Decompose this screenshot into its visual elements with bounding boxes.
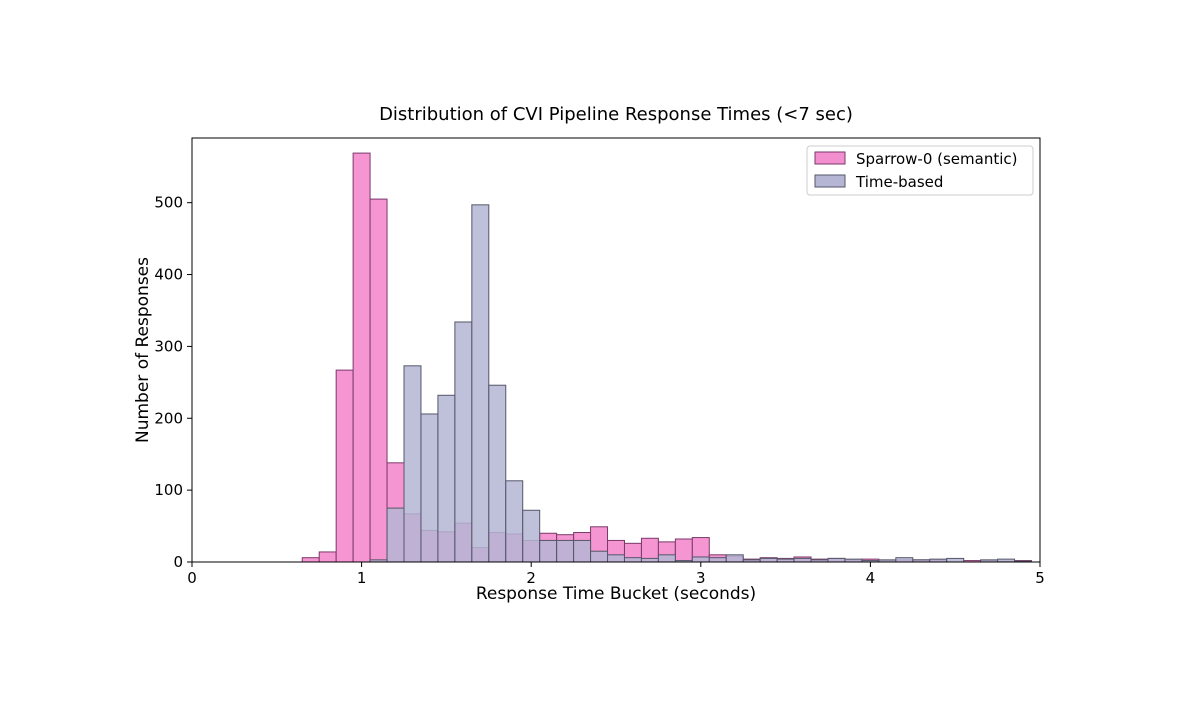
time-based-bar-19 bbox=[623, 557, 642, 563]
y-axis-ticks: 0 100 200 300 400 500 bbox=[154, 194, 192, 571]
time-based-bar-8 bbox=[437, 394, 456, 563]
legend-frame bbox=[806, 145, 1034, 196]
y-tick-label-2: 200 bbox=[154, 409, 183, 427]
y-tick-label-4: 400 bbox=[154, 266, 183, 284]
time-based-bar-38 bbox=[946, 557, 965, 563]
sparrow-bar-1 bbox=[318, 551, 337, 563]
x-tick-label-1: 1 bbox=[357, 569, 367, 587]
time-based-bar-23 bbox=[691, 556, 710, 563]
bars-layer bbox=[301, 152, 1033, 563]
x-tick-label-0: 0 bbox=[187, 569, 197, 587]
time-based-bar-17 bbox=[590, 550, 609, 563]
sparrow-bar-0 bbox=[301, 557, 320, 563]
time-based-bar-10 bbox=[471, 204, 490, 563]
time-based-bar-11 bbox=[488, 384, 507, 563]
legend-swatch-sparrow bbox=[814, 151, 846, 165]
time-based-bar-16 bbox=[573, 539, 592, 563]
y-tick-label-3: 300 bbox=[154, 337, 183, 355]
sparrow-bar-22 bbox=[674, 538, 693, 563]
sparrow-bar-3 bbox=[352, 152, 371, 563]
time-based-bar-18 bbox=[607, 554, 625, 563]
time-based-bar-29 bbox=[793, 557, 812, 563]
legend: Sparrow-0 (semantic) Time-based bbox=[806, 145, 1034, 196]
time-based-bar-12 bbox=[505, 480, 524, 563]
plot-frame bbox=[191, 137, 1041, 563]
x-tick-label-2: 2 bbox=[526, 569, 536, 587]
time-based-bar-31 bbox=[827, 557, 846, 563]
y-tick-label-0: 0 bbox=[173, 553, 183, 571]
x-axis-label: Response Time Bucket (seconds) bbox=[476, 584, 756, 604]
y-tick-label-5: 500 bbox=[154, 194, 183, 212]
time-based-bar-27 bbox=[759, 557, 778, 563]
y-axis-label: Number of Responses bbox=[133, 257, 153, 443]
sparrow-bar-4 bbox=[369, 198, 388, 563]
time-based-bar-35 bbox=[895, 557, 914, 563]
time-based-bar-9 bbox=[454, 321, 473, 563]
x-tick-label-4: 4 bbox=[866, 569, 876, 587]
x-axis-ticks: 0 1 2 3 4 5 bbox=[187, 562, 1045, 587]
y-tick-label-1: 100 bbox=[154, 481, 183, 499]
time-based-bar-14 bbox=[539, 539, 558, 563]
time-based-bar-24 bbox=[708, 557, 727, 563]
x-tick-label-3: 3 bbox=[696, 569, 706, 587]
x-tick-label-5: 5 bbox=[1035, 569, 1045, 587]
chart-title: Distribution of CVI Pipeline Response Ti… bbox=[379, 104, 853, 125]
time-based-bar-20 bbox=[640, 557, 659, 563]
time-based-bar-21 bbox=[657, 554, 676, 563]
time-based-bar-5 bbox=[386, 507, 405, 563]
legend-swatch-time-based bbox=[814, 174, 846, 188]
time-based-bar-15 bbox=[556, 539, 575, 563]
time-based-bar-25 bbox=[725, 554, 744, 563]
sparrow-bar-2 bbox=[335, 369, 354, 563]
legend-label-time-based: Time-based bbox=[855, 173, 943, 191]
time-based-bar-13 bbox=[522, 509, 541, 563]
time-based-bar-6 bbox=[403, 365, 422, 563]
legend-label-sparrow: Sparrow-0 (semantic) bbox=[856, 150, 1018, 168]
time-based-bar-7 bbox=[420, 413, 439, 563]
